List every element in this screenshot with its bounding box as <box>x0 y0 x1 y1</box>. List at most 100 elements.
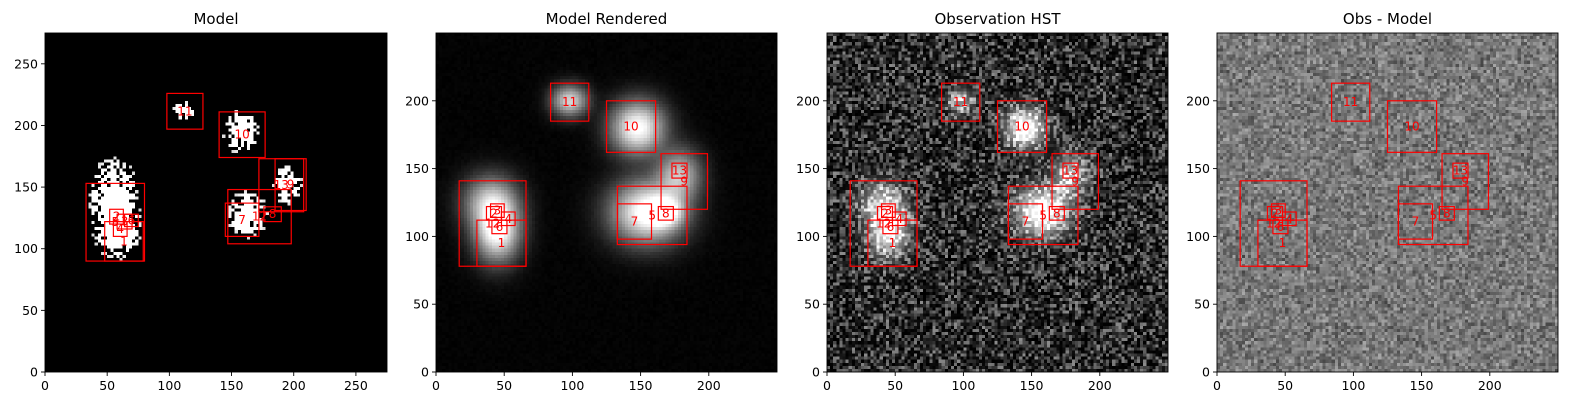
source-box <box>1048 205 1065 221</box>
source-box-label: 13 <box>1453 164 1468 178</box>
y-tick-label: 100 <box>405 229 429 244</box>
x-tick-label: 150 <box>220 378 244 393</box>
source-box-label: 3 <box>885 204 893 218</box>
source-box-label: 8 <box>1053 206 1061 220</box>
source-box-label: 2 <box>1271 206 1279 220</box>
source-box-label: 9 <box>1461 174 1469 188</box>
source-box <box>491 219 508 235</box>
source-box <box>605 100 657 153</box>
x-tick-label: 200 <box>1088 378 1112 393</box>
source-box <box>112 221 128 237</box>
y-tick-label: 50 <box>1194 297 1210 312</box>
source-box <box>258 158 305 213</box>
x-tick-label: 0 <box>41 378 49 393</box>
source-box <box>660 153 709 210</box>
axes-frame <box>44 32 388 373</box>
source-box <box>123 213 139 228</box>
source-box <box>224 202 260 238</box>
source-box-label: 12 <box>485 217 500 231</box>
source-box <box>880 203 896 219</box>
source-box <box>1051 153 1100 210</box>
source-box <box>166 92 204 130</box>
source-box-label: 13 <box>672 164 687 178</box>
y-tick-label: 150 <box>1186 161 1210 176</box>
source-box-label: 6 <box>496 220 504 234</box>
source-box-label: 9 <box>287 178 295 192</box>
source-box <box>657 205 674 221</box>
source-box-label: 5 <box>648 208 656 222</box>
y-tick-label: 50 <box>804 297 820 312</box>
source-box-label: 10 <box>234 128 249 142</box>
source-box-label: 7 <box>1022 214 1030 228</box>
axes-frame <box>435 32 778 373</box>
source-box-label: 3 <box>494 204 502 218</box>
y-tick-label: 150 <box>14 180 38 195</box>
source-box-label: 11 <box>1343 95 1358 109</box>
source-box-label: 5 <box>1039 208 1047 222</box>
source-box-label: 8 <box>1443 206 1451 220</box>
source-box-label: 13 <box>274 178 289 192</box>
source-box-label: 5 <box>111 215 119 229</box>
source-box-label: 1 <box>120 234 128 248</box>
x-tick-label: 50 <box>496 378 512 393</box>
source-box <box>1438 205 1455 221</box>
y-tick-label: 200 <box>1186 93 1210 108</box>
source-box-label: 7 <box>1412 214 1420 228</box>
source-box-label: 11 <box>562 95 577 109</box>
y-tick-label: 50 <box>413 297 429 312</box>
source-box-label: 11 <box>953 95 968 109</box>
x-tick-label: 100 <box>1341 378 1365 393</box>
y-tick-label: 50 <box>22 303 38 318</box>
source-box-label: 9 <box>1071 174 1079 188</box>
source-box-label: 12 <box>876 217 891 231</box>
y-tick-label: 0 <box>812 365 820 380</box>
y-tick-label: 250 <box>14 56 38 71</box>
y-tick-label: 200 <box>405 93 429 108</box>
source-box-label: 8 <box>662 206 670 220</box>
source-box-label: 1 <box>889 236 897 250</box>
source-box-label: 1 <box>1279 236 1287 250</box>
x-tick-label: 200 <box>1478 378 1502 393</box>
x-tick-label: 200 <box>282 378 306 393</box>
source-box-label: 12 <box>1266 217 1281 231</box>
source-box <box>996 100 1048 153</box>
y-tick-label: 0 <box>421 365 429 380</box>
source-box-label: 11 <box>177 104 192 118</box>
source-box-label: 7 <box>238 213 246 227</box>
source-box <box>1397 203 1434 240</box>
source-box-label: 4 <box>1285 212 1293 226</box>
y-tick-label: 150 <box>796 161 820 176</box>
x-tick-label: 150 <box>629 378 653 393</box>
source-box <box>1441 153 1490 210</box>
source-box <box>1281 211 1297 227</box>
source-box-label: 7 <box>631 214 639 228</box>
source-box-label: 4 <box>116 222 124 236</box>
x-tick-label: 150 <box>1410 378 1434 393</box>
axes-frame <box>826 32 1169 373</box>
panel-image <box>45 33 387 372</box>
source-box-label: 6 <box>1277 220 1285 234</box>
source-box <box>1452 162 1469 179</box>
source-box-label: 12 <box>252 210 267 224</box>
panel-title: Observation HST <box>934 10 1061 28</box>
source-box-label: 2 <box>113 210 121 224</box>
panel-title: Obs - Model <box>1343 10 1432 28</box>
source-box <box>109 208 124 225</box>
axes-frame <box>1216 32 1559 373</box>
panel-image <box>436 33 777 372</box>
source-box-label: 4 <box>504 212 512 226</box>
source-box <box>1386 100 1438 153</box>
source-box <box>1007 203 1044 240</box>
source-box-label: 1 <box>498 236 506 250</box>
x-tick-label: 100 <box>951 378 975 393</box>
source-box-label: 2 <box>490 206 498 220</box>
source-box-label: 5 <box>1429 208 1437 222</box>
x-tick-label: 0 <box>823 378 831 393</box>
x-tick-label: 0 <box>1213 378 1221 393</box>
source-box <box>891 211 907 227</box>
x-tick-label: 100 <box>157 378 181 393</box>
source-box <box>500 211 516 227</box>
